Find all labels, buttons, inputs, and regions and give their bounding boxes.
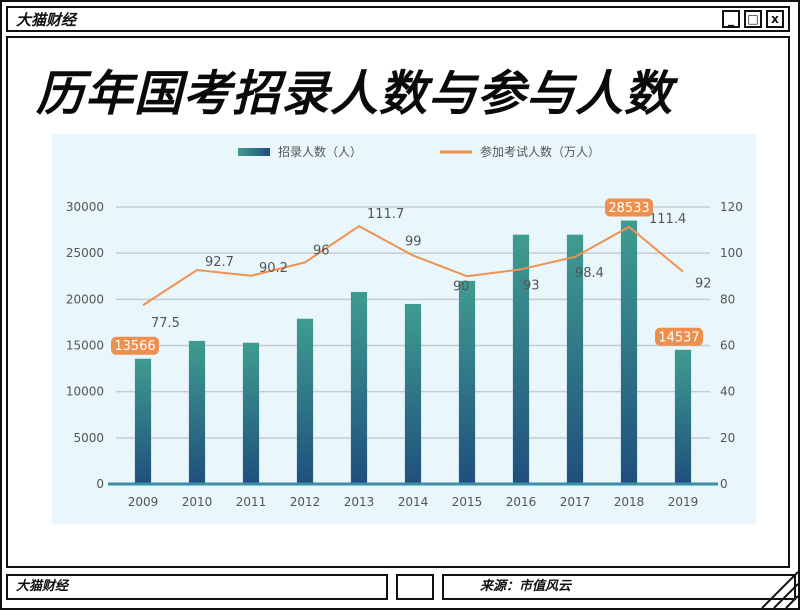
line-data-label: 98.4 xyxy=(575,266,604,281)
bar xyxy=(296,318,314,484)
line-data-label: 90 xyxy=(453,279,470,294)
y-left-tick-label: 10000 xyxy=(66,385,104,399)
corner-decoration xyxy=(761,571,798,608)
x-tick-label: 2018 xyxy=(614,495,645,509)
footer-source: 来源：市值风云 xyxy=(480,579,572,594)
y-right-tick-label: 80 xyxy=(720,292,735,306)
line-data-label: 92 xyxy=(695,277,712,292)
content-panel: 历年国考招录人数与参与人数 0 5000 10000 15000 20000 25000 3… xyxy=(6,36,790,568)
bar xyxy=(350,291,368,484)
footer-spacer-box xyxy=(396,574,434,600)
bar xyxy=(404,303,422,484)
x-tick-label: 2009 xyxy=(128,495,159,509)
y-right-tick-label: 20 xyxy=(720,431,735,445)
line-data-label: 77.5 xyxy=(151,316,180,331)
x-tick-label: 2014 xyxy=(398,495,429,509)
bar xyxy=(242,342,260,484)
page-title: 历年国考招录人数与参与人数 xyxy=(36,66,674,122)
x-tick-label: 2013 xyxy=(344,495,375,509)
line-data-label: 111.7 xyxy=(367,207,404,222)
y-left-tick-label: 20000 xyxy=(66,292,104,306)
y-right-tick-label: 100 xyxy=(720,246,743,260)
chart: 0 5000 10000 15000 20000 25000 30000 0 20 40 60 80 1… xyxy=(52,134,756,524)
x-tick-label: 2010 xyxy=(182,495,213,509)
data-labels: 77.5 92.7 90.2 96 111.799 90 93 98.4 111.4 92 1356… xyxy=(111,198,712,355)
brand-name: 大猫财经 xyxy=(16,11,77,29)
x-tick-label: 2011 xyxy=(236,495,267,509)
y-right-tick-label: 60 xyxy=(720,339,735,353)
bar-data-label: 14537 xyxy=(658,330,699,345)
minimize-button[interactable]: _ xyxy=(722,10,740,28)
x-tick-label: 2019 xyxy=(668,495,699,509)
line-data-label: 99 xyxy=(405,234,422,249)
y-left-tick-label: 30000 xyxy=(66,200,104,214)
line-series xyxy=(142,224,684,306)
bar xyxy=(620,220,638,485)
line-data-label: 90.2 xyxy=(259,261,288,276)
axes: 0 5000 10000 15000 20000 25000 30000 0 20 40 60 80 1… xyxy=(66,200,743,509)
window-controls: _ □ x xyxy=(722,10,784,28)
y-right-tick-label: 0 xyxy=(720,477,728,491)
line-path xyxy=(142,224,684,306)
maximize-icon: □ xyxy=(747,12,759,26)
y-right-tick-label: 40 xyxy=(720,385,735,399)
close-icon: x xyxy=(771,12,779,26)
close-button[interactable]: x xyxy=(766,10,784,28)
bar xyxy=(188,340,206,484)
line-data-label: 93 xyxy=(523,278,540,293)
y-left-tick-label: 15000 xyxy=(66,339,104,353)
legend-bar-swatch xyxy=(238,148,270,156)
legend-line-label: 参加考试人数（万人） xyxy=(480,144,600,159)
legend: 招录人数（人） 参加考试人数（万人） xyxy=(238,144,600,159)
x-tick-label: 2016 xyxy=(506,495,537,509)
legend-bar-label: 招录人数（人） xyxy=(278,144,362,159)
bar-data-label: 28533 xyxy=(608,201,649,216)
footer-brand-box: 大猫财经 xyxy=(6,574,388,600)
bar-label-badge xyxy=(655,327,703,346)
y-left-tick-label: 25000 xyxy=(66,246,104,260)
bar xyxy=(512,234,530,484)
minimize-icon: _ xyxy=(728,12,734,26)
maximize-button[interactable]: □ xyxy=(744,10,762,28)
x-tick-label: 2017 xyxy=(560,495,591,509)
y-left-tick-label: 0 xyxy=(96,477,104,491)
footer-source-box: 来源：市值风云 xyxy=(442,574,796,600)
bar xyxy=(458,280,476,484)
x-tick-label: 2015 xyxy=(452,495,483,509)
bar xyxy=(566,234,584,484)
line-data-label: 96 xyxy=(313,243,330,258)
bar-series xyxy=(134,220,692,485)
bar-data-label: 13566 xyxy=(114,339,155,354)
line-data-label: 92.7 xyxy=(205,255,234,270)
line-data-label: 111.4 xyxy=(649,212,686,227)
bar-label-badge xyxy=(111,336,159,355)
title-bar: 大猫财经 _ □ x xyxy=(6,6,790,32)
x-tick-label: 2012 xyxy=(290,495,321,509)
bar xyxy=(134,358,152,484)
bar-label-badge xyxy=(605,198,653,217)
footer-brand: 大猫财经 xyxy=(16,579,69,594)
bar xyxy=(674,349,692,484)
y-right-tick-label: 120 xyxy=(720,200,743,214)
y-left-tick-label: 5000 xyxy=(73,431,104,445)
